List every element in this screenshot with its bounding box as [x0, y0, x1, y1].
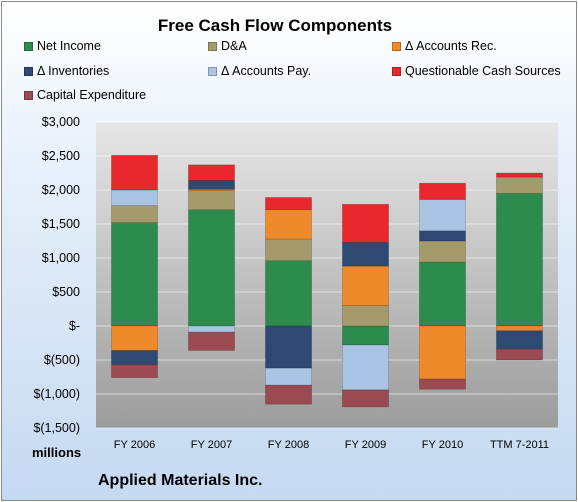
legend-item-capital-expenditure: Capital Expenditure	[24, 88, 146, 102]
bar-segment	[188, 164, 235, 181]
bar-segment	[265, 367, 312, 386]
x-axis-ticks: FY 2006 FY 2007 FY 2008 FY 2009 FY 2010 TTM 7…	[114, 439, 549, 451]
plot-background	[96, 122, 558, 428]
legend-item-accounts-pay: Δ Accounts Pay.	[208, 64, 311, 78]
y-tick-label: $2,000	[42, 183, 80, 197]
bar-segment	[265, 384, 312, 405]
bar-segment	[419, 240, 466, 263]
bar-segment	[188, 331, 235, 351]
y-tick-label: $500	[52, 285, 80, 299]
gridlines	[96, 121, 558, 429]
bar-segment	[342, 242, 389, 267]
x-tick-label: FY 2007	[191, 439, 232, 451]
bar-segment	[419, 230, 466, 242]
bar-segment	[111, 325, 158, 351]
bar-segment	[188, 189, 235, 191]
legend-label: Questionable Cash Sources	[405, 64, 561, 78]
legend-item-accounts-rec: Δ Accounts Rec.	[392, 39, 497, 53]
legend-item-net-income: Net Income	[24, 39, 101, 53]
x-tick-label: FY 2008	[268, 439, 309, 451]
bar-segment	[496, 193, 543, 327]
legend-swatch-questionable-cash	[392, 66, 401, 76]
legend-item-inventories: Δ Inventories	[24, 64, 109, 78]
legend-label: Δ Inventories	[37, 64, 110, 78]
bar-segment	[342, 265, 389, 306]
x-tick-label: FY 2006	[114, 439, 155, 451]
legend-label: Δ Accounts Pay.	[221, 64, 312, 78]
bars	[111, 155, 543, 408]
y-tick-label: $1,500	[42, 217, 80, 231]
bar-segment	[111, 364, 158, 378]
legend-label: Net Income	[37, 39, 101, 53]
units-label: millions	[32, 445, 82, 460]
bar-segment	[496, 325, 543, 332]
y-tick-label: $-	[69, 319, 80, 333]
legend-swatch-accounts-pay	[208, 66, 217, 76]
bar-segment	[188, 209, 235, 327]
bar-segment	[265, 238, 312, 262]
legend-swatch-net-income	[24, 41, 33, 51]
bar-segment	[342, 305, 389, 327]
legend-item-questionable-cash: Questionable Cash Sources	[392, 64, 561, 78]
bar-segment	[111, 350, 158, 366]
bar-segment	[342, 325, 389, 346]
bar-segment	[419, 199, 466, 232]
y-tick-label: $(1,500)	[33, 421, 80, 435]
bar-segment	[342, 203, 389, 243]
bar-segment	[265, 197, 312, 211]
legend-label: D&A	[221, 39, 247, 53]
bar-segment	[188, 325, 235, 333]
y-tick-label: $3,000	[42, 115, 80, 129]
bar-segment	[496, 172, 543, 178]
x-tick-label: TTM 7-2011	[490, 439, 549, 451]
legend-swatch-accounts-rec	[392, 41, 401, 51]
bar-segment	[265, 325, 312, 369]
plot-area: $3,000 $2,500 $2,000 $1,500 $1,000 $500 $- $(50…	[33, 115, 558, 451]
bar-segment	[496, 176, 543, 194]
x-tick-label: FY 2010	[422, 439, 463, 451]
legend-swatch-da	[208, 41, 217, 51]
bar-segment	[496, 348, 543, 361]
legend-label: Δ Accounts Rec.	[405, 39, 497, 53]
legend-item-da: D&A	[208, 39, 247, 53]
bar-segment	[342, 344, 389, 391]
y-tick-label: $(500)	[44, 353, 80, 367]
bar-segment	[111, 222, 158, 327]
bar-segment	[265, 260, 312, 327]
bar-segment	[111, 155, 158, 191]
bar-segment	[419, 261, 466, 327]
y-tick-label: $(1,000)	[33, 387, 80, 401]
bar-segment	[111, 205, 158, 223]
bar-segment	[265, 209, 312, 240]
company-label: Applied Materials Inc.	[98, 472, 263, 489]
y-tick-label: $1,000	[42, 251, 80, 265]
legend-label: Capital Expenditure	[37, 88, 147, 102]
x-tick-label: FY 2009	[345, 439, 386, 451]
bar-segment	[188, 190, 235, 211]
legend-swatch-inventories	[24, 66, 33, 76]
bar-segment	[419, 325, 466, 380]
bar-segment	[496, 330, 543, 350]
chart-title: Free Cash Flow Components	[157, 16, 393, 35]
bar-segment	[111, 189, 158, 206]
bar-segment	[342, 389, 389, 408]
bar-segment	[419, 182, 466, 200]
y-tick-label: $2,500	[42, 149, 80, 163]
bar-segment	[419, 378, 466, 390]
y-axis-ticks: $3,000 $2,500 $2,000 $1,500 $1,000 $500 $- $(50…	[33, 115, 80, 435]
bar-segment	[188, 180, 235, 190]
legend-swatch-capital-expenditure	[24, 90, 33, 100]
